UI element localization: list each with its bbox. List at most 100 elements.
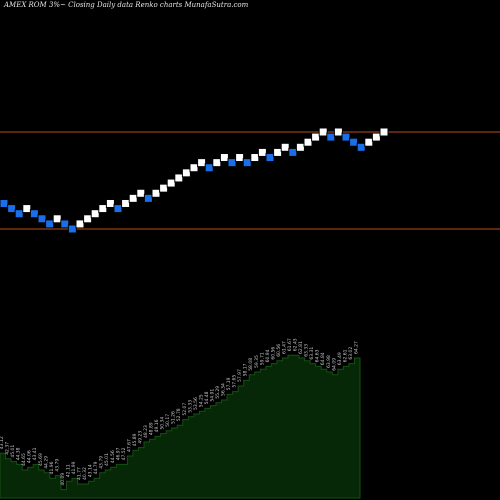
volume-price-label: 51.26 [171, 411, 177, 424]
volume-price-label: 52.78 [176, 408, 182, 421]
volume-price-label: 57.19 [226, 377, 232, 390]
renko-brick-up [219, 153, 229, 163]
renko-brick-up [98, 204, 108, 214]
volume-price-label: 45.01 [104, 453, 110, 466]
volume-price-label: 43.41 [32, 447, 38, 460]
renko-brick-down [349, 137, 359, 147]
volume-price-label: 63.02 [348, 347, 354, 360]
renko-brick-up [235, 153, 245, 163]
volume-price-label: 53.56 [193, 397, 199, 410]
renko-brick-up [151, 188, 161, 198]
volume-price-label: 57.65 [232, 375, 238, 388]
volume-price-label: 64.27 [353, 341, 359, 354]
volume-price-label: 45.89 [132, 433, 138, 446]
renko-brick-down [356, 142, 366, 152]
renko-brick-down [29, 209, 39, 219]
renko-brick-up [250, 153, 260, 163]
volume-price-label: 56.34 [221, 383, 227, 396]
volume-price-label: 45.69 [38, 453, 44, 466]
volume-price-label: 44.29 [43, 456, 49, 469]
renko-brick-up [371, 132, 381, 142]
renko-brick-up [75, 219, 85, 229]
volume-price-label: 47.52 [121, 447, 127, 460]
volume-price-label: 43.12 [0, 436, 5, 449]
renko-brick-down [60, 219, 70, 229]
renko-brick-up [333, 127, 343, 137]
renko-brick-down [0, 198, 9, 208]
volume-price-label: 41.77 [77, 467, 83, 480]
volume-price-label: 44.56 [110, 450, 116, 463]
volume-price-label: 64.09 [331, 358, 337, 371]
renko-brick-down [7, 204, 17, 214]
volume-price-label: 58.17 [243, 363, 249, 376]
renko-brick-down [113, 204, 123, 214]
chart-header-title: AMEX ROM 3%~ Closing Daily data Renko ch… [4, 1, 249, 9]
volume-price-label: 45.01 [10, 445, 16, 458]
volume-price-label: 60.56 [276, 344, 282, 357]
volume-price-label: 44.79 [93, 461, 99, 474]
volume-price-label: 44.38 [16, 447, 22, 460]
volume-price-label: 40.32 [82, 467, 88, 480]
renko-brick-up [105, 198, 115, 208]
volume-price-label: 61.67 [287, 338, 293, 351]
volume-price-label: 50.17 [165, 414, 171, 427]
volume-price-label: 54.48 [204, 391, 210, 404]
volume-price-label: 44.06 [27, 450, 33, 463]
volume-price-label: 42.37 [5, 442, 11, 455]
renko-brick-down [265, 153, 275, 163]
volume-price-label: 62.61 [342, 349, 348, 362]
renko-brick-down [45, 219, 55, 229]
volume-price-label: 55.29 [215, 386, 221, 399]
volume-price-label: 64.84 [320, 352, 326, 365]
renko-brick-up [121, 198, 131, 208]
renko-brick-up [379, 127, 389, 137]
volume-price-label: 43.79 [54, 459, 60, 472]
volume-price-label: 60.56 [270, 347, 276, 360]
renko-brick-up [174, 173, 184, 183]
volume-price-label: 60.94 [265, 349, 271, 362]
renko-brick-down [341, 132, 351, 142]
volume-price-label: 63.31 [309, 347, 315, 360]
renko-brick-up [166, 178, 176, 188]
renko-brick-up [295, 142, 305, 152]
volume-price-label: 62.81 [298, 341, 304, 354]
volume-price-label: 50.34 [160, 417, 166, 430]
volume-price-label: 44.65 [21, 453, 27, 466]
renko-brick-down [14, 209, 24, 219]
volume-price-label: 52.07 [182, 403, 188, 416]
volume-price-label: 48.23 [143, 425, 149, 438]
renko-brick-up [90, 209, 100, 219]
volume-price-label: 41.99 [71, 461, 77, 474]
volume-price-label: 63.33 [304, 344, 310, 357]
volume-price-label: 64.63 [315, 349, 321, 362]
volume-price-label: 62.43 [293, 338, 299, 351]
volume-price-label: 53.33 [187, 400, 193, 413]
renko-brick-up [303, 137, 313, 147]
renko-brick-up [212, 158, 222, 168]
volume-price-label: 49.16 [154, 419, 160, 432]
renko-brick-up [128, 193, 138, 203]
renko-brick-down [288, 147, 298, 157]
renko-brick-up [22, 204, 32, 214]
renko-brick-down [204, 163, 214, 173]
renko-brick-up [280, 142, 290, 152]
volume-price-label: 46.97 [115, 447, 121, 460]
renko-brick-up [83, 214, 93, 224]
volume-price-label: 59.71 [259, 352, 265, 365]
volume-price-label: 58.08 [248, 358, 254, 371]
volume-price-label: 47.67 [126, 439, 132, 452]
volume-price-label: 40.09 [60, 473, 66, 486]
renko-brick-up [364, 137, 374, 147]
volume-price-label: 63.49 [337, 352, 343, 365]
renko-brick-down [227, 158, 237, 168]
renko-brick-up [273, 147, 283, 157]
renko-brick-up [52, 214, 62, 224]
volume-price-label: 61.47 [281, 341, 287, 354]
volume-price-label: 54.91 [209, 389, 215, 402]
renko-brick-up [159, 183, 169, 193]
volume-price-label: 42.11 [65, 464, 71, 477]
volume-price-label: 41.96 [49, 461, 55, 474]
volume-price-label: 57.97 [237, 369, 243, 382]
renko-brick-up [189, 163, 199, 173]
